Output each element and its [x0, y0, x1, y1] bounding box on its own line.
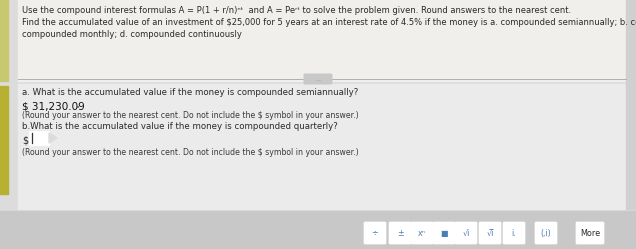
- FancyBboxPatch shape: [411, 222, 433, 244]
- Text: ÷: ÷: [371, 229, 378, 238]
- Text: √i: √i: [462, 229, 470, 238]
- Text: i.: i.: [511, 229, 516, 238]
- Text: Find the accumulated value of an investment of $25,000 for 5 years at an interes: Find the accumulated value of an investm…: [22, 18, 636, 27]
- Text: (Round your answer to the nearest cent. Do not include the $ symbol in your answ: (Round your answer to the nearest cent. …: [22, 148, 359, 157]
- FancyBboxPatch shape: [433, 222, 455, 244]
- Text: compounded monthly; d. compounded continuously: compounded monthly; d. compounded contin…: [22, 30, 242, 39]
- FancyBboxPatch shape: [389, 222, 411, 244]
- FancyBboxPatch shape: [535, 222, 557, 244]
- Text: $ 31,230.09: $ 31,230.09: [22, 101, 85, 111]
- Bar: [0, 0, 8, 81]
- Bar: [29, 131, 49, 145]
- Bar: [0, 86, 8, 194]
- Text: xⁿ: xⁿ: [418, 229, 426, 238]
- FancyBboxPatch shape: [503, 222, 525, 244]
- Text: √i̅: √i̅: [487, 229, 494, 238]
- FancyBboxPatch shape: [455, 222, 477, 244]
- FancyBboxPatch shape: [479, 222, 501, 244]
- Text: ...: ...: [315, 76, 321, 81]
- Text: •: •: [76, 105, 80, 111]
- Bar: [626, 0, 636, 209]
- Bar: [18, 84, 636, 209]
- Bar: [0, 211, 636, 249]
- FancyBboxPatch shape: [576, 222, 604, 244]
- Text: ±: ±: [397, 229, 403, 238]
- Bar: [18, 0, 636, 81]
- Text: More: More: [580, 229, 600, 238]
- Text: Use the compound interest formulas A = P⁡(1 + r/n)ⁿᵗ  and A = Peʳᵗ to solve the : Use the compound interest formulas A = P…: [22, 6, 571, 15]
- FancyBboxPatch shape: [364, 222, 386, 244]
- Text: b.What is the accumulated value if the money is compounded quarterly?: b.What is the accumulated value if the m…: [22, 122, 338, 131]
- FancyBboxPatch shape: [303, 73, 333, 84]
- Polygon shape: [49, 133, 57, 143]
- Text: (,i): (,i): [541, 229, 551, 238]
- Text: (Round your answer to the nearest cent. Do not include the $ symbol in your answ: (Round your answer to the nearest cent. …: [22, 111, 359, 120]
- Text: a. What is the accumulated value if the money is compounded semiannually?: a. What is the accumulated value if the …: [22, 88, 358, 97]
- Bar: [29, 131, 49, 145]
- Text: $: $: [22, 135, 28, 145]
- Text: ■: ■: [440, 229, 448, 238]
